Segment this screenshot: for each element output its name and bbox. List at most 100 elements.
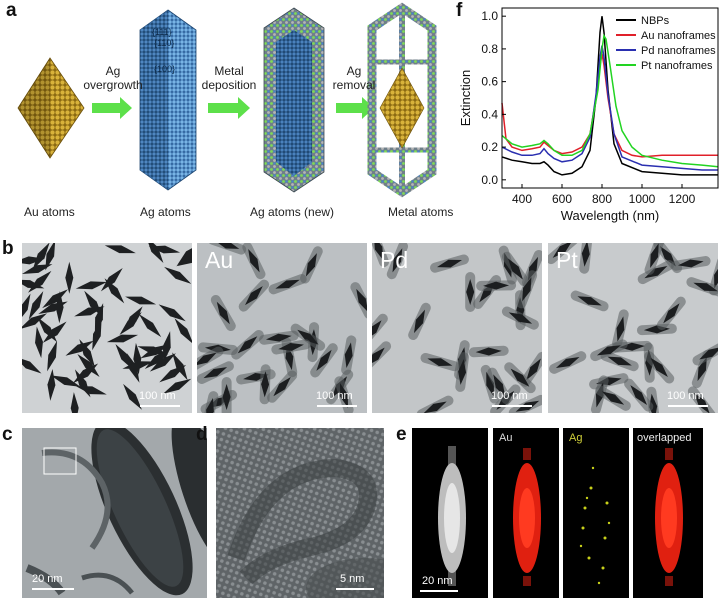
scale-label: 100 nm bbox=[667, 390, 704, 402]
scale-label: 100 nm bbox=[139, 390, 176, 402]
nanoparticle bbox=[47, 340, 58, 372]
legend-ag-atoms-new: Ag atoms (new) bbox=[250, 205, 335, 219]
y-tick-label: 0.0 bbox=[481, 173, 498, 187]
step-label-ag-overgrowth: Ag overgrowth bbox=[83, 64, 143, 92]
nanoparticle bbox=[145, 243, 164, 264]
nanoparticle bbox=[548, 243, 579, 265]
legend-au-atoms: Au atoms bbox=[24, 205, 75, 219]
nanoparticle bbox=[624, 378, 654, 412]
nanoparticle bbox=[138, 314, 162, 338]
nanoparticle bbox=[106, 334, 139, 343]
nanoparticle bbox=[104, 245, 136, 254]
nanoparticle bbox=[670, 256, 711, 271]
nanoparticle bbox=[172, 352, 188, 381]
nanoparticle bbox=[341, 335, 357, 375]
nanoparticle bbox=[197, 361, 234, 384]
tile-label-pd: Pd bbox=[380, 247, 409, 273]
nanoparticle bbox=[268, 274, 307, 295]
nanoparticle bbox=[259, 364, 271, 405]
arrow-ag-overgrowth bbox=[92, 97, 132, 119]
arrow-ag-removal bbox=[336, 97, 374, 119]
nanoparticle bbox=[267, 370, 298, 403]
y-tick-label: 0.8 bbox=[481, 42, 498, 56]
legend-entry: NBPs bbox=[641, 15, 670, 27]
nanoparticle bbox=[207, 243, 247, 255]
nanoparticle bbox=[123, 306, 143, 332]
eds-map-au: Au bbox=[493, 428, 559, 598]
tem-tile-pd: Pd 100 nm bbox=[372, 243, 542, 413]
panel-label-b: b bbox=[2, 238, 14, 259]
arrow-metal-deposition bbox=[208, 97, 250, 119]
nanoparticle bbox=[473, 275, 502, 309]
nanoparticle bbox=[258, 330, 299, 345]
legend-entry: Au nanoframes bbox=[641, 30, 716, 42]
nanoparticle bbox=[692, 340, 718, 366]
nanoparticle bbox=[201, 391, 219, 413]
x-tick-label: 1200 bbox=[669, 192, 696, 206]
scale-bar bbox=[32, 588, 74, 590]
nanoparticle bbox=[137, 346, 169, 355]
nanoparticle bbox=[221, 377, 232, 413]
nanoparticle bbox=[115, 343, 134, 371]
metal-coated-rod bbox=[263, 7, 325, 193]
scale-bar bbox=[336, 588, 374, 590]
nanoparticle bbox=[176, 252, 192, 267]
nanoparticle bbox=[501, 251, 530, 287]
nanoparticle bbox=[372, 341, 392, 373]
nanoparticle bbox=[687, 386, 716, 413]
nanoparticle bbox=[589, 373, 629, 390]
nanoparticle bbox=[476, 280, 517, 291]
scale-label: 100 nm bbox=[316, 390, 353, 402]
facet-label-100: {100} bbox=[154, 64, 176, 74]
legend-entry: Pd nanoframes bbox=[641, 45, 716, 57]
eds-map-ag: Ag bbox=[563, 428, 629, 598]
x-tick-label: 1000 bbox=[629, 192, 656, 206]
nanoparticle bbox=[149, 353, 177, 372]
nanoparticle bbox=[686, 277, 718, 297]
plot-frame bbox=[501, 7, 719, 189]
x-tick-label: 600 bbox=[552, 192, 572, 206]
tem-tile-pt: Pt 100 nm bbox=[548, 243, 718, 413]
scale-bar bbox=[492, 405, 532, 407]
nanoparticle bbox=[28, 291, 44, 320]
nanoparticle bbox=[74, 369, 91, 398]
y-axis-label: Extinction bbox=[458, 70, 473, 126]
nanoparticle bbox=[100, 267, 123, 292]
nanoparticle bbox=[231, 329, 264, 360]
hrtem-image-d: 5 nm bbox=[216, 428, 384, 598]
panel-label-a: a bbox=[6, 0, 17, 21]
nanoparticle bbox=[455, 352, 469, 392]
legend-entry: Pt nanoframes bbox=[641, 60, 713, 72]
nanoparticle bbox=[636, 323, 677, 336]
nanoparticle bbox=[579, 243, 593, 274]
hrtem-image-c: 20 nm bbox=[22, 428, 207, 598]
nanoparticle bbox=[144, 349, 171, 369]
nanoparticle bbox=[174, 318, 192, 345]
nanoparticle bbox=[465, 272, 476, 312]
tem-tile-au: Au 100 nm bbox=[197, 243, 367, 413]
step-label-ag-removal: Ag removal bbox=[332, 64, 376, 92]
nanoparticle bbox=[22, 313, 48, 330]
nanoparticle bbox=[386, 243, 409, 280]
nanoparticle bbox=[22, 356, 42, 374]
nanoparticle bbox=[164, 266, 192, 284]
legend-ag-atoms: Ag atoms bbox=[140, 205, 191, 219]
nanoparticle bbox=[65, 340, 94, 356]
tile-label-pt: Pt bbox=[556, 247, 578, 273]
nanoparticle bbox=[158, 304, 186, 322]
nanoparticle bbox=[350, 282, 367, 319]
nanoparticle bbox=[595, 385, 631, 411]
extinction-chart: 400 600 800 1000 1200 0.0 0.2 0.4 0.6 0.8 1.0 Wavel… bbox=[458, 7, 719, 223]
scale-label: 100 nm bbox=[491, 390, 528, 402]
nanoparticle bbox=[45, 243, 56, 271]
scale-bar bbox=[420, 590, 458, 592]
nanoparticle bbox=[77, 353, 100, 378]
nanoparticle bbox=[70, 392, 79, 413]
scale-label: 5 nm bbox=[340, 573, 365, 585]
nanoparticle bbox=[656, 296, 686, 330]
scale-bar bbox=[140, 405, 180, 407]
nanoparticle bbox=[163, 378, 192, 394]
nanoparticle bbox=[210, 295, 236, 331]
step-label-metal-deposition: Metal deposition bbox=[201, 64, 257, 92]
eds-map-haadf: 20 nm bbox=[412, 428, 488, 598]
